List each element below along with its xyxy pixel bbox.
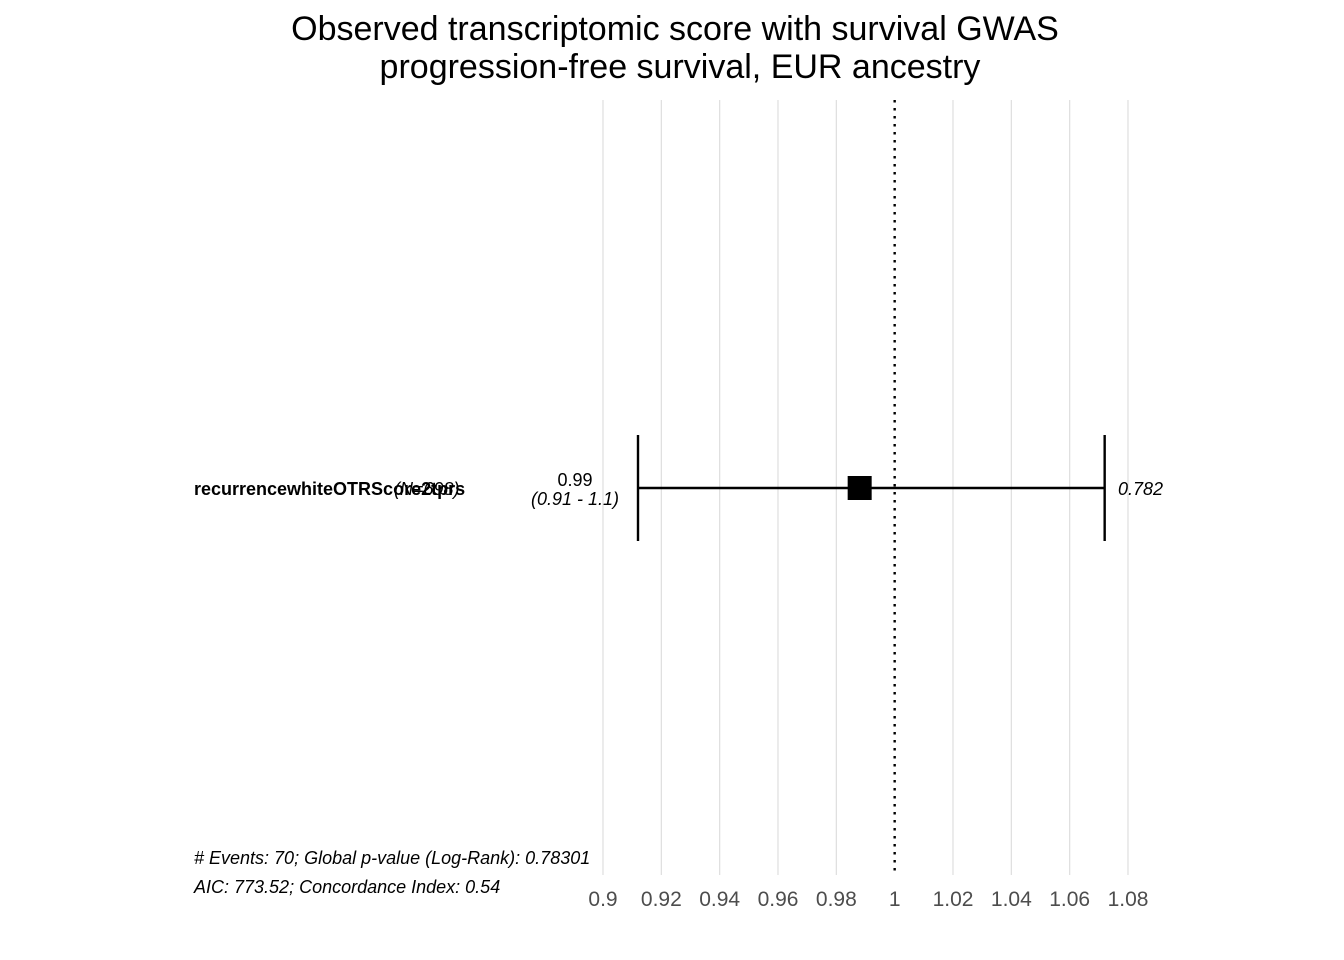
forest-rows: recurrencewhiteOTRScore2tprs(N=698) 0.99(… bbox=[194, 435, 1163, 541]
x-tick-label-8: 1.06 bbox=[1049, 888, 1090, 911]
x-tick-label-6: 1.02 bbox=[933, 888, 974, 911]
p-value-label: 0.782 bbox=[1118, 479, 1163, 499]
hr-label: 0.99 bbox=[557, 470, 592, 490]
n-label: (N=698) bbox=[394, 479, 460, 499]
x-axis-ticks: 0.9 0.92 0.94 0.96 0.98 1 1.02 1.04 1.06 1.08 bbox=[588, 888, 1148, 911]
footnote-aic: AIC: 773.52; Concordance Index: 0.54 bbox=[193, 877, 500, 897]
x-tick-label-3: 0.96 bbox=[758, 888, 799, 911]
variable-label: recurrencewhiteOTRScore2tprs bbox=[194, 479, 465, 499]
x-tick-label-0: 0.9 bbox=[588, 888, 617, 911]
footnote-events: # Events: 70; Global p-value (Log-Rank):… bbox=[194, 848, 590, 868]
hr-point bbox=[847, 476, 872, 500]
chart-title-line-2: progression-free survival, EUR ancestry bbox=[380, 48, 981, 86]
x-tick-label-7: 1.04 bbox=[991, 888, 1032, 911]
x-tick-label-9: 1.08 bbox=[1108, 888, 1149, 911]
chart-title-line-1: Observed transcriptomic score with survi… bbox=[291, 10, 1059, 48]
x-tick-label-1: 0.92 bbox=[641, 888, 682, 911]
ci-label: (0.91 - 1.1) bbox=[531, 489, 619, 509]
forest-row-0: recurrencewhiteOTRScore2tprs(N=698) 0.99(… bbox=[194, 435, 1163, 541]
x-tick-label-5: 1 bbox=[889, 888, 901, 911]
x-tick-label-4: 0.98 bbox=[816, 888, 857, 911]
x-tick-label-2: 0.94 bbox=[699, 888, 740, 911]
